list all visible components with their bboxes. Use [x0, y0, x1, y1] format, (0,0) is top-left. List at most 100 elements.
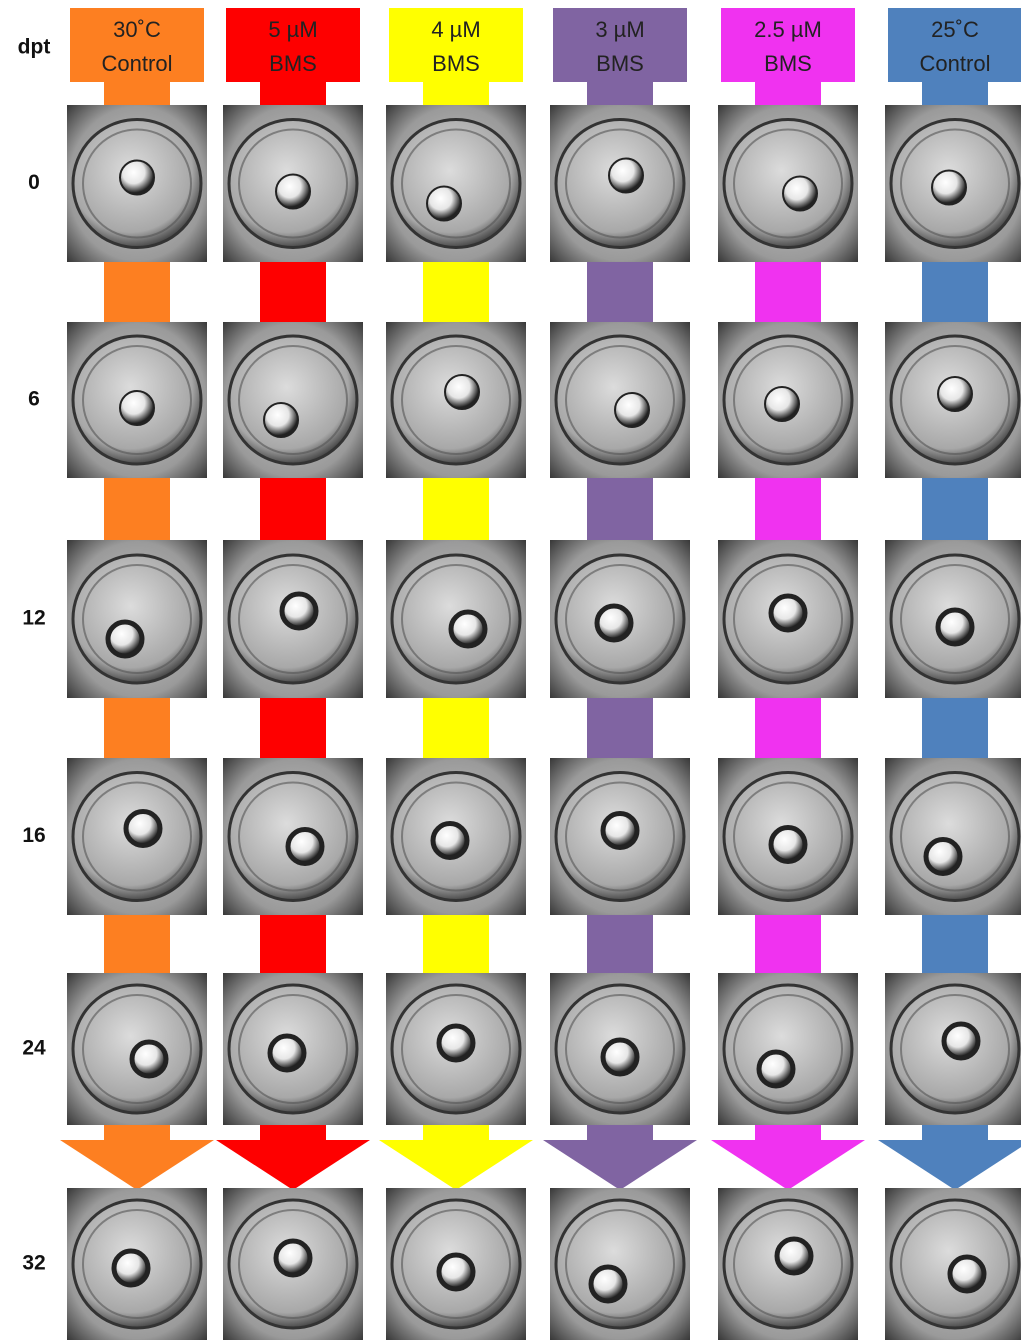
micrograph — [550, 758, 690, 915]
oil-droplet — [436, 1252, 476, 1292]
embryo-ring — [900, 994, 1010, 1104]
column-header-line2: Control — [102, 51, 173, 76]
arrow-bar — [423, 698, 489, 758]
arrow-bar — [922, 698, 988, 758]
embryo-ring — [82, 1209, 192, 1319]
column-header-box — [888, 8, 1021, 82]
arrow-bar — [755, 698, 821, 758]
oil-droplet — [782, 175, 818, 212]
row-label: 0 — [28, 171, 40, 194]
oil-droplet — [947, 1254, 987, 1294]
oil-droplet — [430, 821, 470, 860]
micrograph — [67, 973, 207, 1125]
row-label: 12 — [22, 607, 45, 630]
oil-droplet — [764, 386, 800, 422]
embryo-ring — [900, 1209, 1010, 1319]
micrograph — [223, 973, 363, 1125]
oil-droplet — [273, 1238, 313, 1278]
embryo-ring — [733, 994, 843, 1104]
embryo-ring — [565, 128, 675, 239]
arrow-bar — [587, 262, 653, 322]
embryo-ring — [82, 128, 192, 239]
arrow-bar — [587, 478, 653, 540]
oil-droplet — [119, 159, 155, 196]
micrograph — [386, 322, 526, 478]
column-header-line2: BMS — [596, 51, 644, 76]
micrograph — [67, 1188, 207, 1340]
oil-droplet — [756, 1049, 796, 1089]
embryo-ring — [733, 128, 843, 239]
arrow-bar — [755, 1125, 821, 1140]
oil-droplet — [600, 811, 640, 850]
arrow-bar — [755, 478, 821, 540]
embryo-ring — [401, 564, 511, 674]
micrograph — [67, 758, 207, 915]
embryo-ring — [82, 345, 192, 455]
arrow-bar — [104, 82, 170, 105]
embryo-ring — [401, 781, 511, 892]
embryo-ring — [82, 564, 192, 674]
chorion — [554, 1198, 686, 1330]
embryo-ring — [733, 564, 843, 674]
micrograph — [223, 105, 363, 262]
oil-droplet — [285, 827, 325, 866]
oil-droplet — [263, 402, 299, 438]
micrograph — [885, 758, 1021, 915]
oil-droplet — [931, 169, 967, 206]
chorion — [71, 553, 203, 685]
embryo-ring — [238, 781, 348, 892]
oil-droplet — [588, 1264, 628, 1304]
micrograph — [67, 322, 207, 478]
micrograph — [550, 105, 690, 262]
oil-droplet — [129, 1039, 169, 1079]
oil-droplet — [937, 376, 973, 412]
column-header-line2: Control — [920, 51, 991, 76]
micrograph — [718, 1188, 858, 1340]
arrow-bar — [104, 1125, 170, 1140]
arrow-bar — [922, 915, 988, 973]
arrow-bar — [104, 698, 170, 758]
embryo-ring — [565, 345, 675, 455]
arrow-bar — [587, 698, 653, 758]
oil-droplet — [774, 1236, 814, 1276]
embryo-ring — [401, 1209, 511, 1319]
arrow-bar — [587, 1125, 653, 1140]
arrow-bar — [260, 262, 326, 322]
oil-droplet — [119, 390, 155, 426]
micrograph — [67, 105, 207, 262]
embryo-ring — [238, 1209, 348, 1319]
column-header-box — [226, 8, 360, 82]
arrow-bar — [423, 1125, 489, 1140]
row-axis-label: dpt — [18, 36, 51, 59]
oil-droplet — [600, 1037, 640, 1077]
embryo-ring — [733, 1209, 843, 1319]
micrograph — [718, 105, 858, 262]
column-header-box — [70, 8, 204, 82]
arrow-bar — [922, 262, 988, 322]
arrow-bar — [587, 915, 653, 973]
column-header-line2: BMS — [269, 51, 317, 76]
oil-droplet — [279, 591, 319, 631]
arrow-bar — [104, 478, 170, 540]
micrograph — [718, 758, 858, 915]
oil-droplet — [935, 607, 975, 647]
micrograph — [885, 973, 1021, 1125]
arrow-bar — [423, 478, 489, 540]
embryo-ring — [238, 128, 348, 239]
oil-droplet — [768, 593, 808, 633]
arrow-bar — [104, 262, 170, 322]
oil-droplet — [267, 1033, 307, 1073]
row-label: 6 — [28, 388, 40, 411]
micrograph — [718, 540, 858, 698]
micrograph — [550, 973, 690, 1125]
arrow-head — [543, 1140, 697, 1190]
micrograph — [386, 105, 526, 262]
arrow-bar — [260, 915, 326, 973]
embryo-ring — [82, 994, 192, 1104]
embryo-ring — [401, 128, 511, 239]
arrow-head — [711, 1140, 865, 1190]
oil-droplet — [444, 374, 480, 410]
column-header-line2: BMS — [432, 51, 480, 76]
column-header-box — [721, 8, 855, 82]
arrow-bar — [423, 82, 489, 105]
